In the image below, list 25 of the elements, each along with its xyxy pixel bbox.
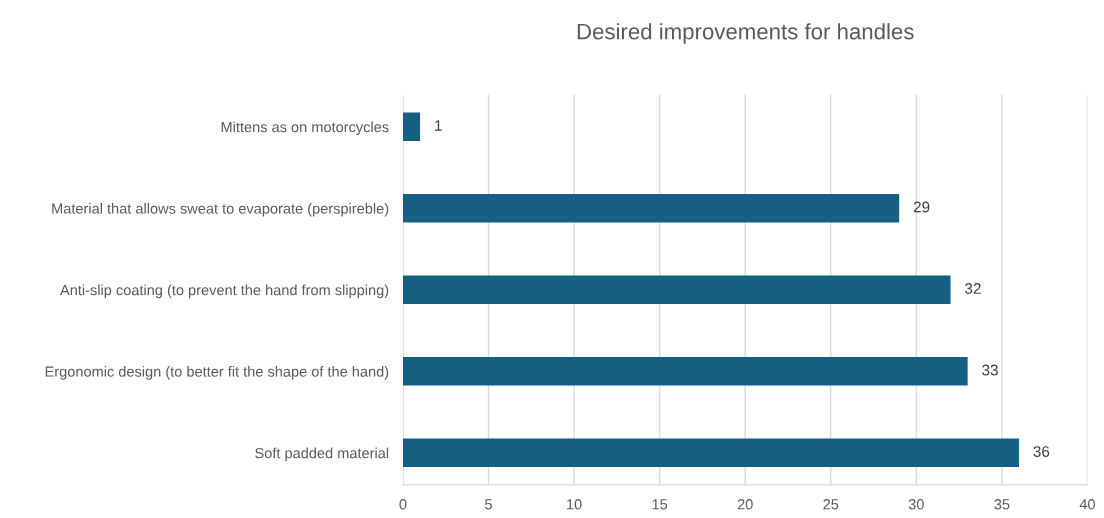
y-tick-label: Ergonomic design (to better fit the shape of the hand) [45, 366, 389, 380]
x-tick-label: 15 [652, 499, 668, 510]
data-label: 29 [913, 201, 930, 213]
x-tick-label: 10 [567, 499, 582, 510]
x-tick-label: 20 [737, 499, 753, 510]
x-tick-label: 0 [399, 499, 407, 510]
x-tick-label: 30 [908, 499, 924, 510]
y-tick-label: Material that allows sweat to evaporate (perspireble) [52, 203, 389, 217]
y-tick-label: Anti-slip coating (to prevent the hand from slipping) [60, 284, 389, 299]
bar [402, 357, 968, 386]
bar [402, 438, 1019, 468]
y-tick-label: Soft padded material [255, 447, 389, 462]
bar [402, 194, 900, 223]
data-label: 1 [435, 120, 442, 131]
data-label: 36 [1033, 446, 1050, 457]
x-tick-label: 40 [1079, 499, 1095, 510]
x-tick-label: 35 [994, 499, 1010, 510]
data-label: 33 [982, 364, 998, 376]
y-tick-label: Mittens as on motorcycles [221, 121, 389, 136]
bar [402, 275, 951, 305]
bar [402, 112, 421, 142]
data-label: 32 [965, 283, 981, 294]
x-tick-label: 25 [823, 499, 839, 510]
chart-title: Desired improvements for handles [577, 23, 914, 44]
x-tick-label: 5 [485, 499, 492, 510]
